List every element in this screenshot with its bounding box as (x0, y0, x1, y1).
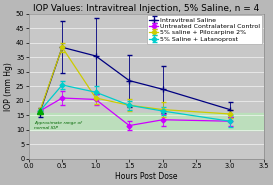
Title: IOP Values: Intravitreal Injection, 5% Saline, n = 4: IOP Values: Intravitreal Injection, 5% S… (33, 4, 259, 13)
X-axis label: Hours Post Dose: Hours Post Dose (115, 172, 177, 181)
Bar (29, 112, 264, 130)
Legend: Intravitreal Saline, Untreated Contralateral Control, 5% saline + Pilocarpine 2%: Intravitreal Saline, Untreated Contralat… (147, 15, 262, 44)
Y-axis label: IOP (mm Hg): IOP (mm Hg) (4, 62, 13, 111)
Text: Approximate range of
normal IOP: Approximate range of normal IOP (34, 121, 82, 130)
